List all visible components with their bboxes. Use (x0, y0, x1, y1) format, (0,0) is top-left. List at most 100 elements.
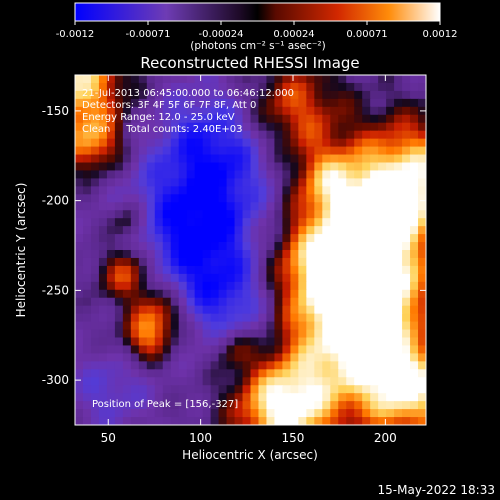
heatmap-cell (170, 265, 180, 275)
heatmap-cell (130, 226, 140, 235)
heatmap-cell (186, 90, 196, 100)
heatmap-cell (314, 106, 323, 116)
heatmap-cell (186, 337, 196, 347)
heatmap-cell (202, 202, 212, 211)
heatmap-cell (194, 114, 204, 124)
heatmap-cell (386, 98, 395, 108)
heatmap-cell (402, 281, 411, 291)
heatmap-cell (210, 273, 220, 283)
heatmap-cell (362, 218, 371, 227)
heatmap-cell (194, 377, 204, 386)
heatmap-cell (90, 353, 100, 362)
heatmap-cell (178, 401, 188, 410)
heatmap-cell (242, 345, 252, 354)
heatmap-cell (82, 353, 92, 362)
heatmap-cell (274, 393, 284, 402)
heatmap-cell (330, 162, 339, 172)
heatmap-cell (394, 401, 403, 410)
heatmap-cell (386, 385, 395, 394)
heatmap-cell (290, 130, 299, 140)
heatmap-cell (250, 401, 260, 410)
heatmap-cell (130, 114, 140, 124)
heatmap-cell (170, 313, 180, 323)
heatmap-cell (402, 234, 411, 243)
heatmap-cell (418, 194, 426, 203)
heatmap-cell (106, 353, 116, 362)
heatmap-cell (386, 202, 395, 211)
heatmap-cell (170, 337, 180, 347)
heatmap-cell (106, 138, 116, 148)
heatmap-cell (202, 321, 212, 331)
heatmap-cell (290, 178, 299, 187)
heatmap-cell (170, 98, 180, 108)
heatmap-cell (258, 257, 268, 267)
heatmap-cell (330, 401, 339, 410)
heatmap-cell (218, 369, 228, 378)
heatmap-cell (138, 170, 148, 179)
heatmap-cell (178, 385, 188, 394)
heatmap-cell (290, 377, 299, 386)
heatmap-cell (242, 265, 252, 275)
heatmap-cell (98, 417, 108, 425)
heatmap-cell (282, 337, 291, 347)
heatmap-cell (410, 194, 419, 203)
heatmap-cell (282, 369, 291, 378)
heatmap-cell (378, 345, 387, 354)
heatmap-cell (330, 257, 339, 267)
heatmap-cell (378, 194, 387, 203)
heatmap-cell (322, 122, 331, 132)
heatmap-cell (146, 170, 156, 179)
heatmap-cell (418, 361, 426, 370)
heatmap-cell (218, 106, 228, 116)
heatmap-cell (386, 170, 395, 179)
heatmap-cell (306, 210, 315, 219)
heatmap-cell (178, 178, 188, 187)
heatmap-cell (386, 281, 395, 291)
heatmap-cell (266, 234, 276, 243)
heatmap-cell (410, 401, 419, 410)
heatmap-cell (274, 226, 284, 235)
heatmap-cell (298, 401, 307, 410)
heatmap-cell (75, 329, 84, 339)
heatmap-cell (274, 289, 284, 299)
heatmap-cell (266, 377, 276, 386)
heatmap-cell (226, 178, 236, 187)
heatmap-cell (234, 75, 244, 84)
heatmap-cell (106, 218, 116, 227)
heatmap-cell (186, 377, 196, 386)
heatmap-cell (90, 250, 100, 259)
heatmap-cell (82, 417, 92, 425)
heatmap-cell (394, 369, 403, 378)
heatmap-cell (298, 138, 307, 148)
heatmap-cell (386, 329, 395, 339)
heatmap-cell (306, 82, 315, 92)
heatmap-cell (122, 210, 132, 219)
heatmap-cell (162, 170, 172, 179)
heatmap-cell (346, 194, 355, 203)
heatmap-cell (370, 329, 379, 339)
heatmap-cell (282, 82, 291, 92)
heatmap-cell (266, 401, 276, 410)
heatmap-cell (98, 178, 108, 187)
heatmap-cell (90, 385, 100, 394)
heatmap-cell (162, 130, 172, 140)
heatmap-cell (362, 162, 371, 172)
heatmap-cell (250, 234, 260, 243)
heatmap-cell (170, 82, 180, 92)
heatmap-cell (362, 106, 371, 116)
heatmap-cell (122, 242, 132, 251)
x-tick-label: 100 (189, 431, 212, 445)
heatmap-cell (82, 218, 92, 227)
heatmap-cell (106, 90, 116, 100)
heatmap-cell (202, 242, 212, 251)
heatmap-cell (178, 257, 188, 267)
heatmap-cell (370, 242, 379, 251)
heatmap-cell (202, 146, 212, 156)
heatmap-cell (338, 162, 347, 172)
heatmap-cell (114, 409, 124, 418)
heatmap-cell (75, 98, 84, 108)
heatmap-cell (330, 98, 339, 108)
heatmap-cell (362, 377, 371, 386)
heatmap-cell (282, 202, 291, 211)
heatmap-cell (202, 138, 212, 148)
